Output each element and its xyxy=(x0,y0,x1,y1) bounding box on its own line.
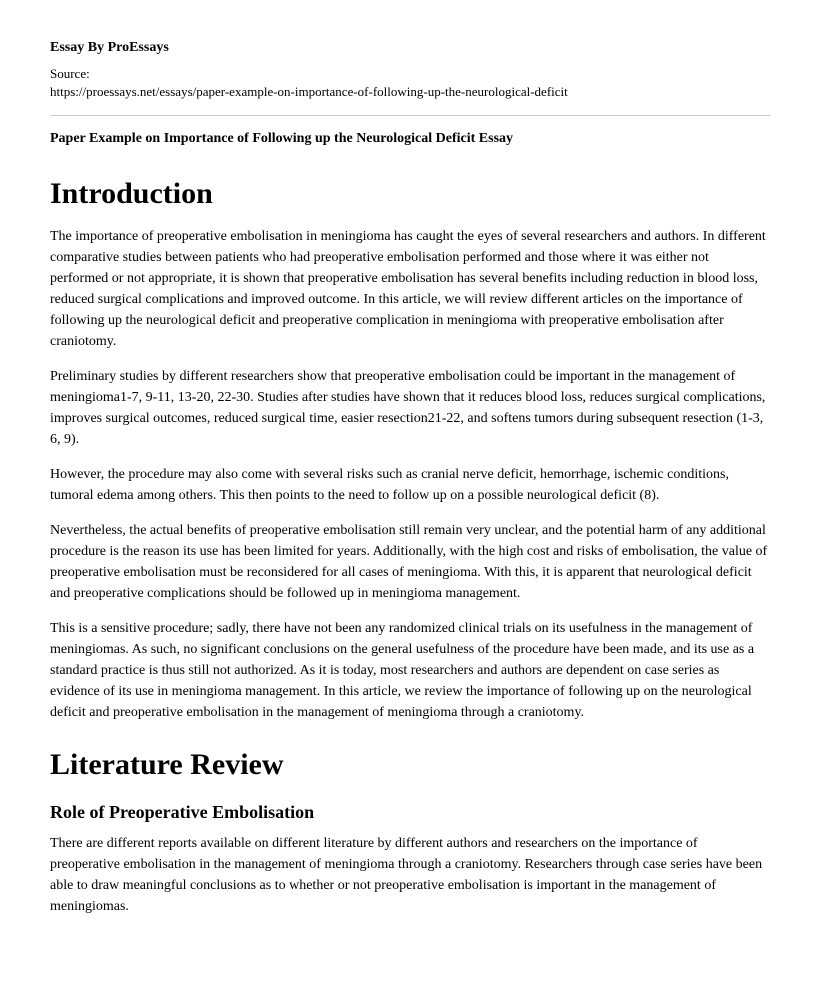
heading-literature-review: Literature Review xyxy=(50,748,770,782)
heading-introduction: Introduction xyxy=(50,177,770,211)
essay-title: Paper Example on Importance of Following… xyxy=(50,131,770,147)
source-label: Source: xyxy=(50,66,770,82)
paragraph: This is a sensitive procedure; sadly, th… xyxy=(50,618,770,723)
paragraph: The importance of preoperative embolisat… xyxy=(50,226,770,352)
byline: Essay By ProEssays xyxy=(50,40,770,56)
paragraph: However, the procedure may also come wit… xyxy=(50,464,770,506)
paragraph: Preliminary studies by different researc… xyxy=(50,366,770,450)
source-url: https://proessays.net/essays/paper-examp… xyxy=(50,84,770,100)
paragraph: Nevertheless, the actual benefits of pre… xyxy=(50,520,770,604)
divider xyxy=(50,115,770,116)
subheading-role: Role of Preoperative Embolisation xyxy=(50,802,770,823)
paragraph: There are different reports available on… xyxy=(50,833,770,917)
